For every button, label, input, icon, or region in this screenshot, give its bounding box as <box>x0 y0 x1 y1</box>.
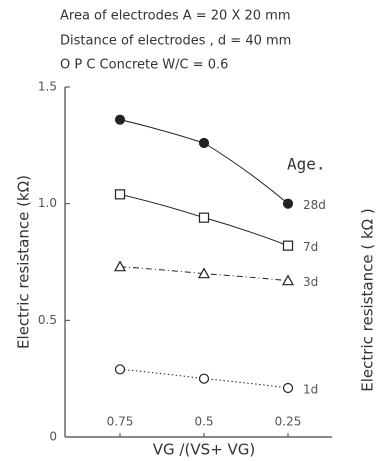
y-axis-label: Electric resistance (kΩ) <box>15 175 33 349</box>
marker <box>113 260 127 272</box>
marker <box>114 114 126 125</box>
series-line <box>119 119 289 205</box>
series-label: 28d <box>303 198 326 212</box>
second-y-axis-label: Electric resistance ( kΩ ) <box>359 208 376 391</box>
y-tick-label: 0 <box>49 430 57 444</box>
marker <box>114 364 126 375</box>
y-tick-label: 1.0 <box>38 196 57 210</box>
marker <box>282 382 294 394</box>
marker <box>198 373 210 384</box>
series-line <box>119 266 289 282</box>
series-label: 1d <box>303 383 318 397</box>
title-line: Distance of electrodes , d = 40 mm <box>60 34 291 49</box>
y-tick-label: 0.5 <box>38 313 57 327</box>
title-line: O P C Concrete W/C = 0.6 <box>60 58 228 73</box>
marker <box>198 137 210 149</box>
marker <box>197 267 211 279</box>
title-line: Area of electrodes A = 20 X 20 mm <box>60 9 291 24</box>
legend-title: Age. <box>287 155 326 174</box>
series-label: 3d <box>303 275 318 289</box>
marker <box>282 240 294 251</box>
marker <box>198 212 210 223</box>
marker <box>282 198 294 209</box>
x-tick-label: 0.75 <box>107 415 134 429</box>
y-tick-label: 1.5 <box>38 80 57 94</box>
x-tick-label: 0.5 <box>194 415 213 429</box>
x-tick-label: 0.25 <box>275 415 302 429</box>
x-axis-label: VG /(VS+ VG) <box>153 441 255 459</box>
marker <box>281 274 295 286</box>
series-label: 7d <box>303 240 318 254</box>
marker <box>114 189 126 200</box>
